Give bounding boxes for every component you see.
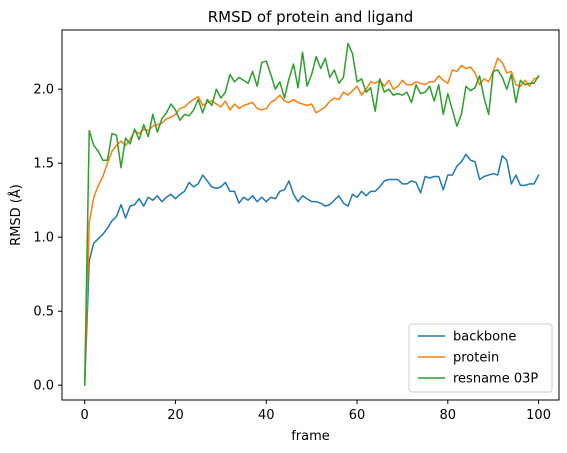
x-axis-ticks: 0 20 40 60 80 100 [81,400,551,423]
x-tick-label: 0 [81,408,89,423]
chart-title: RMSD of protein and ligand [208,8,414,26]
series-line-resname-03p [83,42,540,386]
legend-label: protein [453,351,499,366]
plot-area-frame [61,29,560,401]
y-tick-label: 1.5 [33,157,54,172]
y-tick-label: 0.5 [33,305,54,320]
y-tick-label: 2.0 [33,83,54,98]
y-tick-label: 1.0 [33,231,54,246]
series-line-backbone [83,153,540,386]
legend: backbone protein resname 03P [408,323,553,393]
y-axis-ticks: 0.0 0.5 1.0 1.5 2.0 [33,83,62,394]
legend-label: backbone [453,330,516,345]
y-tick-label: 0.0 [33,379,54,394]
x-axis-label: frame [291,429,330,444]
legend-box [408,323,553,393]
x-tick-label: 100 [526,408,551,423]
series-lines [83,42,540,386]
legend-label: resname 03P [453,372,538,387]
x-tick-label: 40 [258,408,275,423]
y-axis-label: RMSD (Å) [8,184,24,246]
x-tick-label: 60 [349,408,366,423]
x-tick-label: 80 [440,408,457,423]
x-tick-label: 20 [167,408,184,423]
